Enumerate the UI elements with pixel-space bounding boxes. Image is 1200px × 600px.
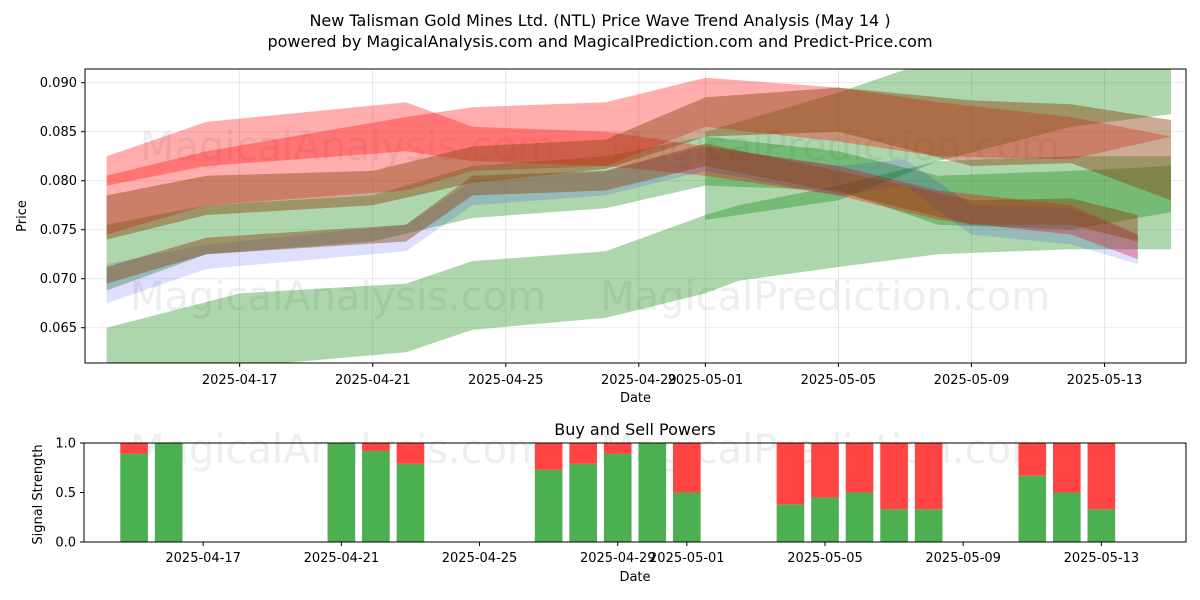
top-axes-frame xyxy=(84,68,1187,364)
x-tick-label: 2025-04-25 xyxy=(442,551,518,566)
chart-title: New Talisman Gold Mines Ltd. (NTL) Price… xyxy=(309,11,890,30)
x-tick-label: 2025-05-01 xyxy=(668,373,744,388)
x-tick-label: 2025-05-05 xyxy=(801,373,877,388)
buy-bar xyxy=(603,453,632,542)
x-tick-label: 2025-05-05 xyxy=(787,551,863,566)
buy-bar xyxy=(1087,509,1116,542)
x-axis-label: Date xyxy=(620,391,651,406)
buy-bar xyxy=(120,453,148,542)
buy-bar xyxy=(914,509,943,542)
sell-bar xyxy=(362,443,390,451)
buy-bar xyxy=(396,463,425,542)
sell-bar xyxy=(673,443,701,493)
buy-bar xyxy=(776,504,805,542)
buy-bar xyxy=(673,492,701,542)
y-tick-label: 0.080 xyxy=(40,174,77,189)
watermark-text: MagicalPrediction.com xyxy=(610,124,1060,170)
x-tick-label: 2025-04-25 xyxy=(468,373,544,388)
wave-band-green-2 xyxy=(705,69,1171,220)
buy-bar xyxy=(845,492,874,542)
buy-sell-title: Buy and Sell Powers xyxy=(554,420,716,439)
sell-bar xyxy=(534,443,563,470)
y-axis-label: Price xyxy=(15,200,30,232)
y-tick-label: 0.5 xyxy=(55,486,76,501)
x-tick-label: 2025-04-17 xyxy=(202,373,278,388)
sell-bar xyxy=(569,443,597,464)
sell-bar xyxy=(776,443,805,505)
chart-subtitle: powered by MagicalAnalysis.com and Magic… xyxy=(267,32,932,51)
buy-bar xyxy=(1053,492,1081,542)
sell-bar xyxy=(1053,443,1081,493)
x-tick-label: 2025-05-01 xyxy=(649,551,725,566)
watermark-text: MagicalAnalysis.com xyxy=(130,274,546,320)
wave-band-green-0 xyxy=(106,156,1171,363)
y-tick-label: 0.090 xyxy=(40,76,77,91)
sell-bar xyxy=(845,443,874,493)
sell-bar xyxy=(396,443,425,464)
buy-sell-panel: Buy and Sell PowersMagicalAnalysis.comMa… xyxy=(31,420,1187,585)
buy-bar xyxy=(1018,475,1047,542)
price-wave-panel: MagicalAnalysis.com MagicalPrediction.com… xyxy=(15,68,1187,406)
sell-bar xyxy=(1018,443,1047,476)
sell-bar xyxy=(603,443,632,454)
x-tick-label: 2025-05-13 xyxy=(1067,373,1143,388)
buy-bar xyxy=(362,450,390,542)
watermark-text: MagicalPrediction.com xyxy=(600,274,1050,320)
sell-bar xyxy=(120,443,148,454)
wave-band-red-3 xyxy=(106,77,1172,235)
y-tick-label: 0.085 xyxy=(40,125,77,140)
sell-bar xyxy=(914,443,943,510)
buy-bar xyxy=(154,443,183,542)
x-tick-label: 2025-04-17 xyxy=(165,551,241,566)
x-tick-label: 2025-04-21 xyxy=(335,373,411,388)
y-tick-label: 0.0 xyxy=(55,536,76,551)
wave-bands xyxy=(106,69,1172,363)
wave-band-brown-7 xyxy=(106,143,1138,284)
x-tick-label: 2025-05-09 xyxy=(925,551,1001,566)
buy-bar xyxy=(638,443,667,542)
buy-bar xyxy=(811,497,839,542)
x-tick-label: 2025-04-21 xyxy=(304,551,380,566)
y-tick-label: 0.070 xyxy=(40,272,77,287)
buy-bar xyxy=(327,443,356,542)
x-tick-label: 2025-05-13 xyxy=(1064,551,1140,566)
buy-bar xyxy=(534,469,563,542)
wave-band-red-4 xyxy=(106,102,1138,260)
sell-bar xyxy=(880,443,908,510)
wave-band-brown-6 xyxy=(106,87,1172,240)
buy-bar xyxy=(880,509,908,542)
y-tick-label: 0.075 xyxy=(40,223,77,238)
y-tick-label: 1.0 xyxy=(55,437,76,452)
sell-bar xyxy=(811,443,839,498)
y-tick-label: 0.065 xyxy=(40,321,77,336)
x-axis-label: Date xyxy=(619,570,650,585)
wave-band-green-1 xyxy=(106,136,1172,291)
x-tick-label: 2025-04-29 xyxy=(601,373,677,388)
x-tick-label: 2025-05-09 xyxy=(934,373,1010,388)
sell-bar xyxy=(1087,443,1116,510)
wave-band-blue-5 xyxy=(106,146,1138,304)
x-tick-label: 2025-04-29 xyxy=(580,551,656,566)
watermark-text: MagicalAnalysis.com xyxy=(140,124,556,170)
y-axis-label: Signal Strength xyxy=(31,444,46,544)
buy-bar xyxy=(569,463,597,542)
